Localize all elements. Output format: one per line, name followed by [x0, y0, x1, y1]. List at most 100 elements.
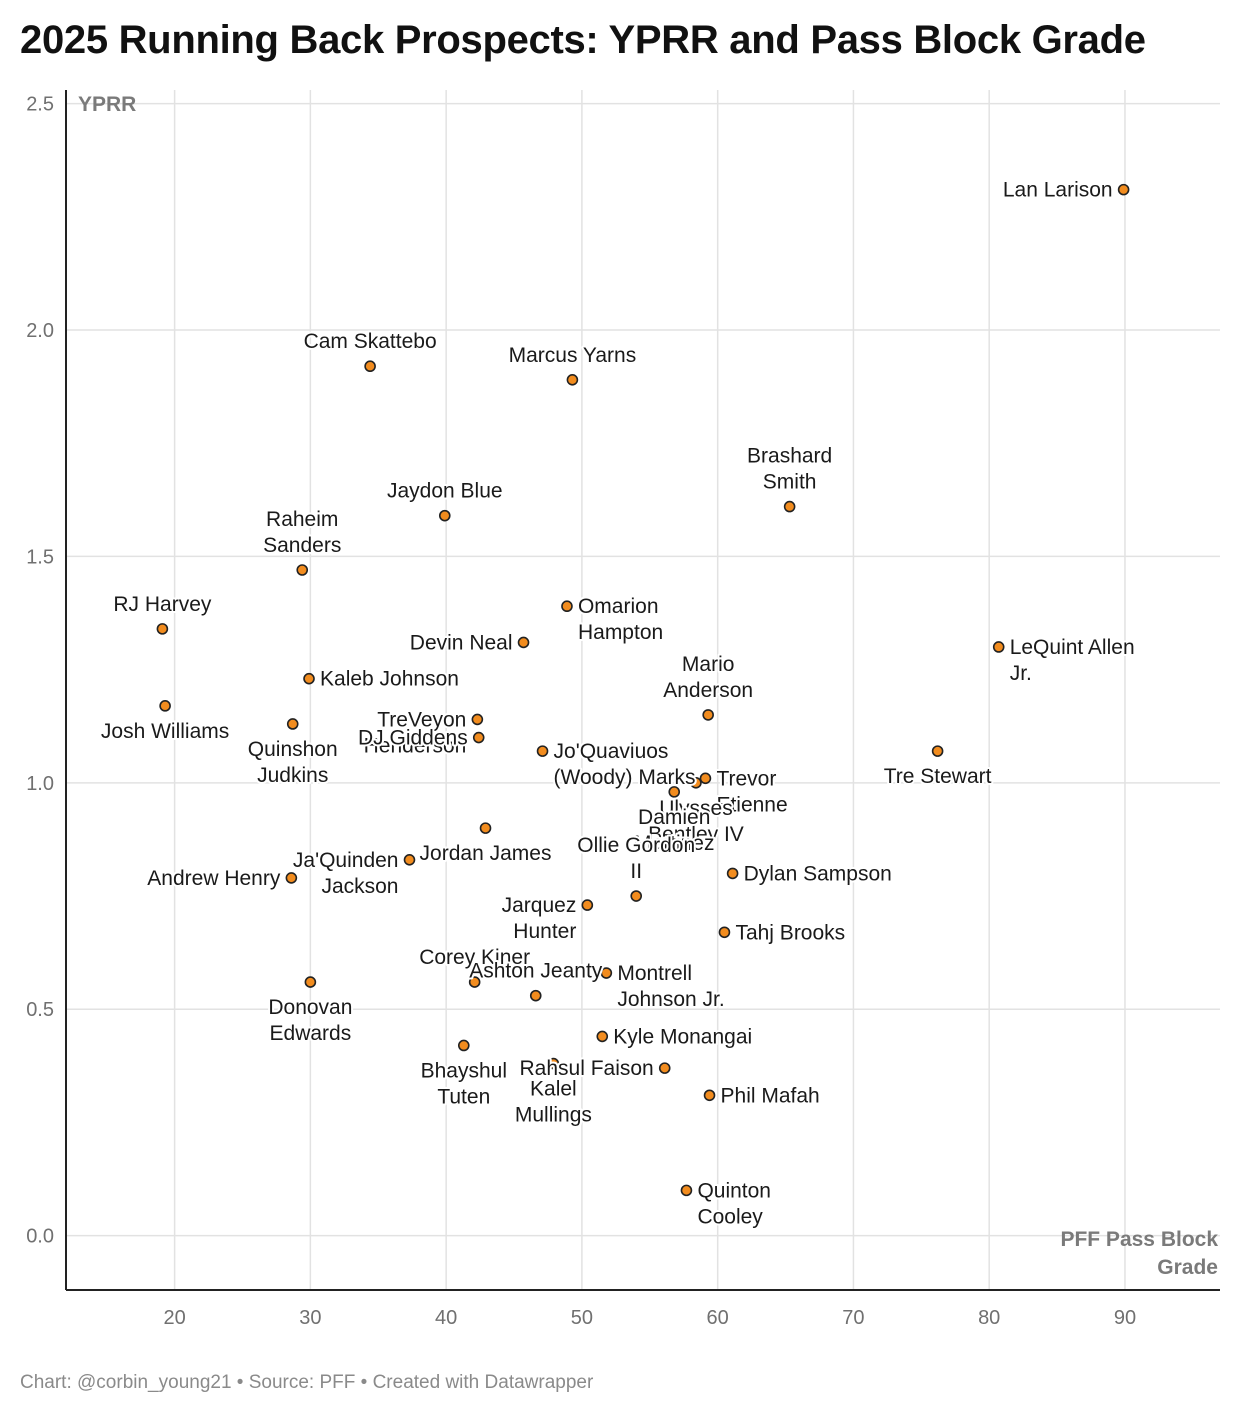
point-label: Jo'Quaviuos (Woody) Marks [554, 740, 696, 789]
point-label: Phil Mafah [721, 1084, 820, 1107]
y-tick-label: 0.5 [26, 999, 54, 1021]
point-label: TreVeyon Henderson [364, 708, 467, 757]
data-point [783, 500, 796, 513]
data-point [159, 700, 171, 712]
point-label: Tahj Brooks [735, 921, 845, 944]
y-tick-label: 1.5 [26, 546, 54, 568]
data-point [726, 867, 739, 880]
data-point [471, 713, 484, 726]
point-label: Raheim Sanders [263, 508, 341, 557]
point-label: Damien Martinez [634, 806, 715, 855]
data-point [1117, 183, 1130, 196]
point-label: Jarquez Hunter [502, 894, 577, 943]
data-point [517, 636, 530, 649]
data-point [581, 899, 594, 911]
data-point [286, 718, 299, 730]
point-label: Jaydon Blue [387, 480, 503, 503]
x-tick-label: 70 [842, 1307, 864, 1329]
point-label: Jordan James [420, 842, 552, 865]
x-tick-label: 20 [163, 1307, 185, 1329]
point-label: Brashard Smith [747, 445, 832, 494]
data-point [303, 672, 315, 685]
point-label: Donovan Edwards [268, 996, 352, 1045]
x-tick-label: 90 [1114, 1307, 1136, 1329]
gridlines [66, 90, 1220, 1290]
data-point [699, 772, 712, 785]
data-point [596, 1030, 609, 1043]
x-axis-title-line1: PFF Pass Block [1060, 1228, 1218, 1251]
scatter-plot: 0.0 0.5 1.0 1.5 2.0 2.5 20 30 40 50 60 70 80 90 Lan L… [26, 90, 1220, 1329]
y-tick-label: 2.5 [26, 94, 54, 116]
point-label: Andrew Henry [147, 867, 281, 890]
data-point [536, 745, 549, 757]
point-label: Omarion Hampton [578, 595, 663, 644]
data-point [668, 786, 681, 798]
point-label: Quinshon Judkins [248, 738, 338, 787]
point-label: Kyle Monangai [613, 1025, 752, 1048]
point-label: Montrell Johnson Jr. [617, 962, 724, 1011]
data-point [479, 822, 492, 834]
data-point [468, 976, 481, 988]
data-point [472, 731, 485, 744]
axes: 0.0 0.5 1.0 1.5 2.0 2.5 20 30 40 50 60 70 80 90 [26, 90, 1220, 1329]
point-label: DJ Giddens [358, 727, 468, 750]
point-label: Josh Williams [101, 720, 229, 743]
x-tick-label: 60 [707, 1307, 729, 1329]
data-point [931, 745, 944, 757]
point-label: Ashton Jeanty [469, 960, 603, 983]
data-point [296, 564, 309, 576]
data-point [438, 509, 451, 522]
data-point [690, 777, 702, 789]
point-label: Ollie Gordon II [577, 834, 695, 883]
data-point [457, 1039, 470, 1052]
point-label: Marcus Yarns [509, 344, 637, 367]
point-label: RJ Harvey [113, 593, 212, 616]
point-label: Rahsul Faison [519, 1057, 653, 1080]
point-label: Lan Larison [1003, 179, 1113, 202]
point-label: Ja'Quinden Jackson [293, 849, 399, 898]
data-point [529, 989, 542, 1002]
y-tick-label: 0.0 [26, 1226, 54, 1248]
point-label: Trevor Etienne [716, 767, 787, 816]
chart-title: 2025 Running Back Prospects: YPRR and Pa… [20, 18, 1146, 62]
point-labels: Lan Larison Cam Skattebo Marcus Yarns Brash… [99, 177, 1137, 1231]
y-tick-label: 2.0 [26, 320, 54, 342]
data-point [547, 1057, 560, 1070]
chart-footer: Chart: @corbin_young21 • Source: PFF • C… [20, 1372, 594, 1393]
data-point [718, 926, 731, 939]
data-point [630, 890, 643, 902]
point-label: Quinton Cooley [697, 1179, 771, 1228]
data-point [600, 967, 613, 979]
data-point [703, 1089, 716, 1102]
data-point [566, 374, 579, 386]
data-point [304, 976, 317, 988]
point-label: Cam Skattebo [304, 330, 437, 353]
point-label: Tre Stewart [884, 765, 992, 788]
point-label: Kaleb Johnson [320, 668, 459, 691]
data-point [658, 1062, 671, 1074]
y-tick-label: 1.0 [26, 773, 54, 795]
x-tick-label: 30 [299, 1307, 321, 1329]
point-label: Dylan Sampson [744, 862, 892, 885]
point-label: Kalel Mullings [515, 1078, 592, 1127]
data-point [285, 872, 298, 884]
point-label: LeQuint Allen Jr. [1010, 636, 1135, 685]
point-label: Ulysses Bentley IV [648, 797, 744, 846]
data-point [156, 623, 169, 635]
data-point [702, 709, 714, 721]
point-label: Corey Kiner [419, 946, 530, 969]
data-point [680, 1184, 693, 1197]
x-tick-label: 80 [978, 1307, 1000, 1329]
x-axis-title-line2: Grade [1157, 1256, 1218, 1279]
point-label: Devin Neal [410, 631, 513, 654]
data-points [156, 183, 1130, 1197]
data-point [992, 641, 1005, 653]
data-point [561, 600, 573, 613]
data-point [364, 360, 376, 373]
data-point [403, 854, 416, 866]
y-axis-title: YPRR [78, 93, 136, 116]
x-tick-label: 50 [571, 1307, 593, 1329]
point-label: Mario Anderson [663, 653, 753, 702]
point-label: Bhayshul Tuten [421, 1059, 507, 1108]
x-tick-label: 40 [435, 1307, 457, 1329]
